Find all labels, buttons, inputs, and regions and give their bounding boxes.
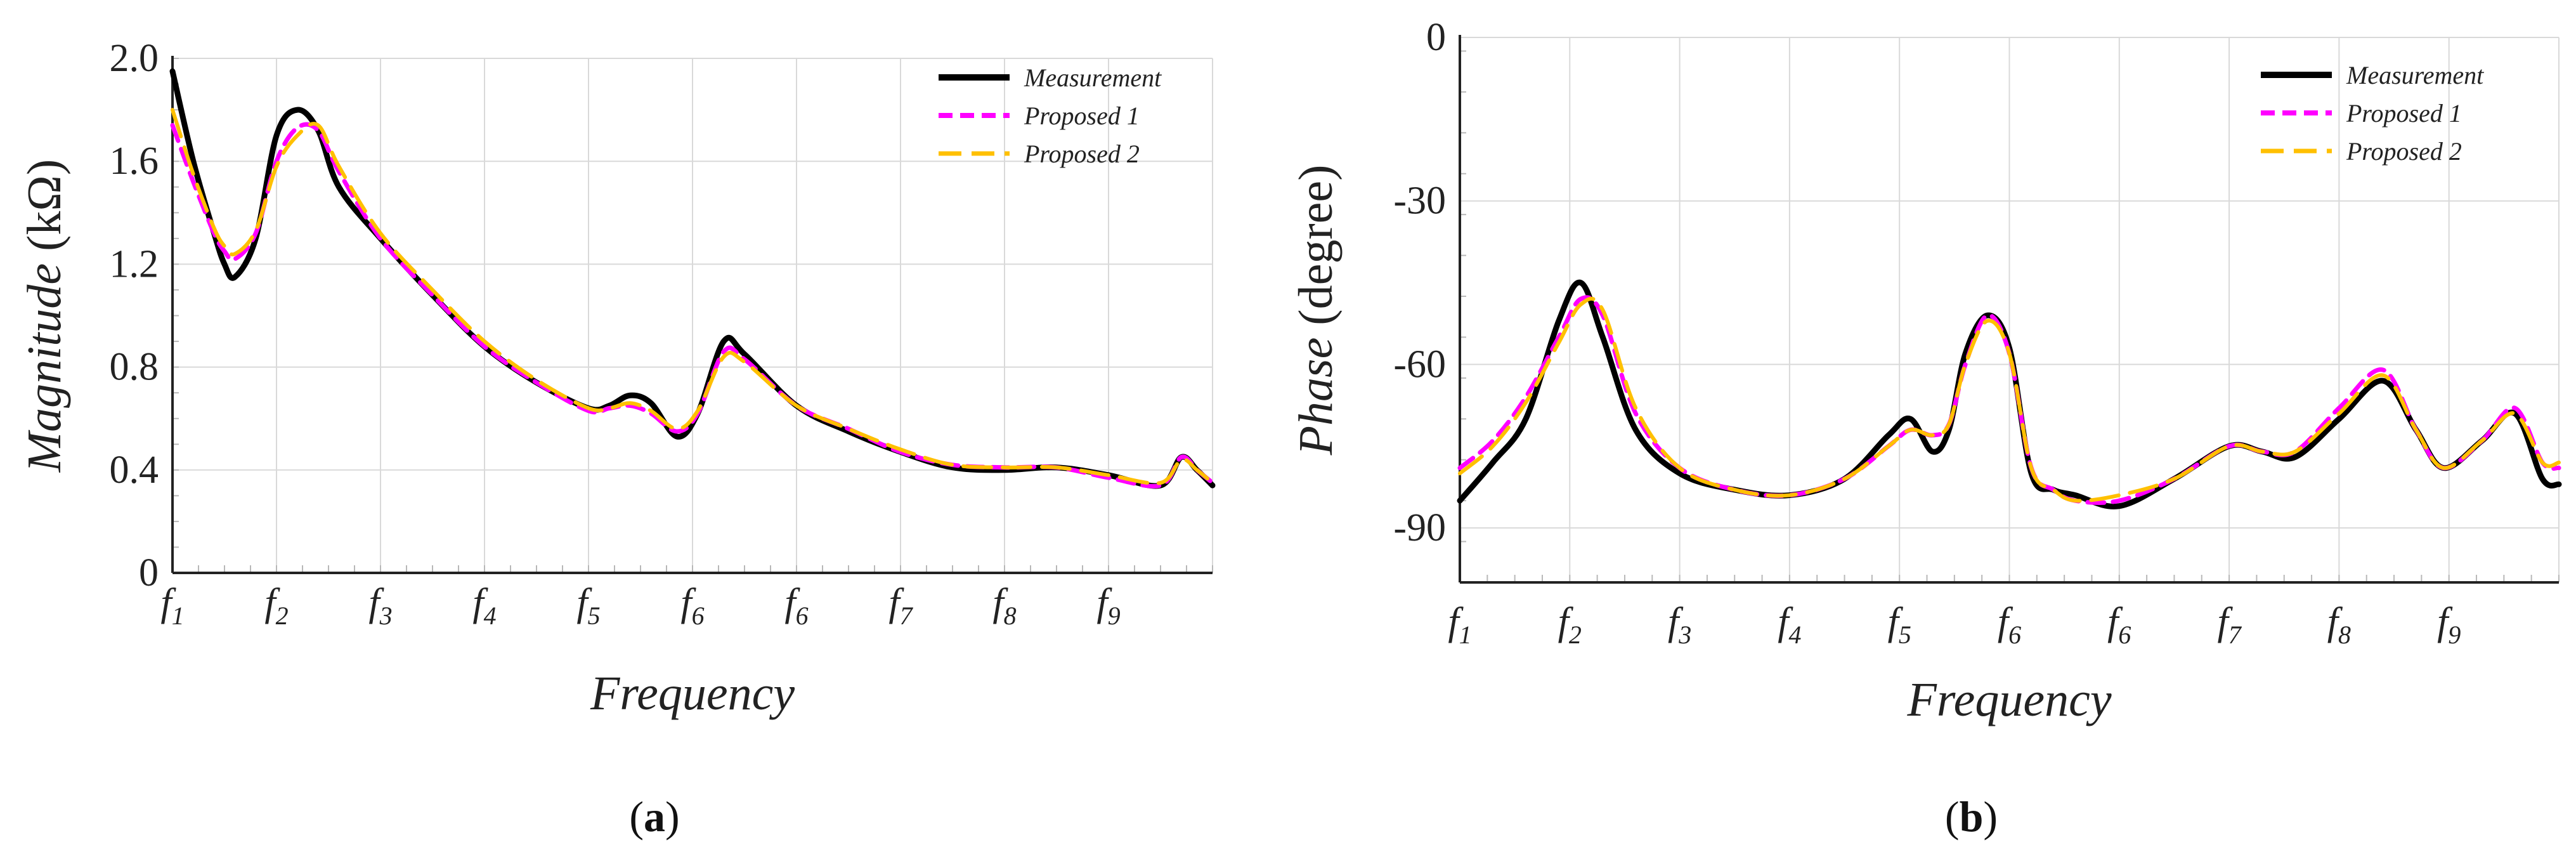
x-tick-label: f1	[1448, 600, 1471, 649]
series-line-proposed-2	[171, 108, 1214, 485]
x-tick-label: f6	[680, 581, 704, 630]
legend-label: Proposed 2	[2346, 137, 2462, 166]
grid	[172, 58, 1213, 574]
legend-label: Proposed 2	[1024, 140, 1140, 168]
x-axis-title: Frequency	[590, 667, 795, 720]
x-tick-label: f7	[2217, 600, 2242, 649]
series-lines	[1457, 279, 2562, 509]
y-tick-label: -30	[1393, 180, 1446, 223]
panel-label: (a)	[629, 792, 679, 841]
x-tick-label: f5	[1888, 600, 1911, 649]
y-tick-label: -60	[1393, 343, 1446, 386]
legend: Measurement Proposed 1 Proposed 2	[939, 63, 1162, 168]
x-tick-label: f3	[368, 581, 392, 630]
legend-label: Measurement	[2346, 61, 2484, 89]
x-tick-label: f3	[1668, 600, 1691, 649]
y-axis-title: Phase (degree)	[1289, 165, 1343, 456]
y-tick-label: 0.4	[110, 449, 159, 492]
y-tick-label: 0	[139, 551, 159, 594]
x-tick-label: f6	[784, 581, 808, 630]
x-tick-label: f2	[264, 581, 288, 630]
phase-chart: 0 -30 -60 -90 f1 f2 f3 f4 f5 f6 f6 f7 f8 f9 Frequency P…	[1289, 16, 2562, 841]
x-tick-label: f8	[992, 581, 1016, 630]
x-tick-label: f5	[576, 581, 600, 630]
legend: Measurement Proposed 1 Proposed 2	[2261, 61, 2484, 166]
legend-label: Proposed 1	[1024, 102, 1140, 130]
y-tick-label: -90	[1393, 506, 1446, 549]
x-tick-label: f4	[472, 581, 496, 630]
series-line-proposed-2	[1458, 296, 2561, 503]
series-lines	[169, 68, 1216, 489]
x-tick-label: f6	[2107, 600, 2131, 649]
x-tick-label: f4	[1778, 600, 1801, 649]
x-tick-label: f2	[1558, 600, 1582, 649]
x-tick-label: f9	[2437, 600, 2461, 649]
x-tick-label: f7	[888, 581, 913, 630]
grid	[1459, 37, 2560, 582]
x-tick-label: f8	[2327, 600, 2351, 649]
y-tick-label: 1.6	[110, 140, 159, 183]
x-tick-label: f6	[1998, 600, 2021, 649]
panel-label: (b)	[1945, 792, 1998, 841]
legend-label: Measurement	[1024, 63, 1162, 92]
magnitude-chart: 0 0.4 0.8 1.2 1.6 2.0 f1 f2 f3 f4 f5 f6 f6 f7 f8 f9 Freq…	[18, 37, 1216, 841]
y-tick-label: 2.0	[110, 37, 159, 80]
y-tick-label: 0	[1426, 16, 1446, 59]
y-axis-title: Magnitude (kΩ)	[18, 159, 71, 473]
y-tick-label: 0.8	[110, 346, 159, 389]
x-axis-title: Frequency	[1906, 673, 2111, 726]
y-tick-label: 1.2	[110, 242, 159, 285]
legend-label: Proposed 1	[2346, 99, 2462, 128]
x-tick-label: f9	[1096, 581, 1120, 630]
x-tick-label: f1	[160, 581, 184, 630]
